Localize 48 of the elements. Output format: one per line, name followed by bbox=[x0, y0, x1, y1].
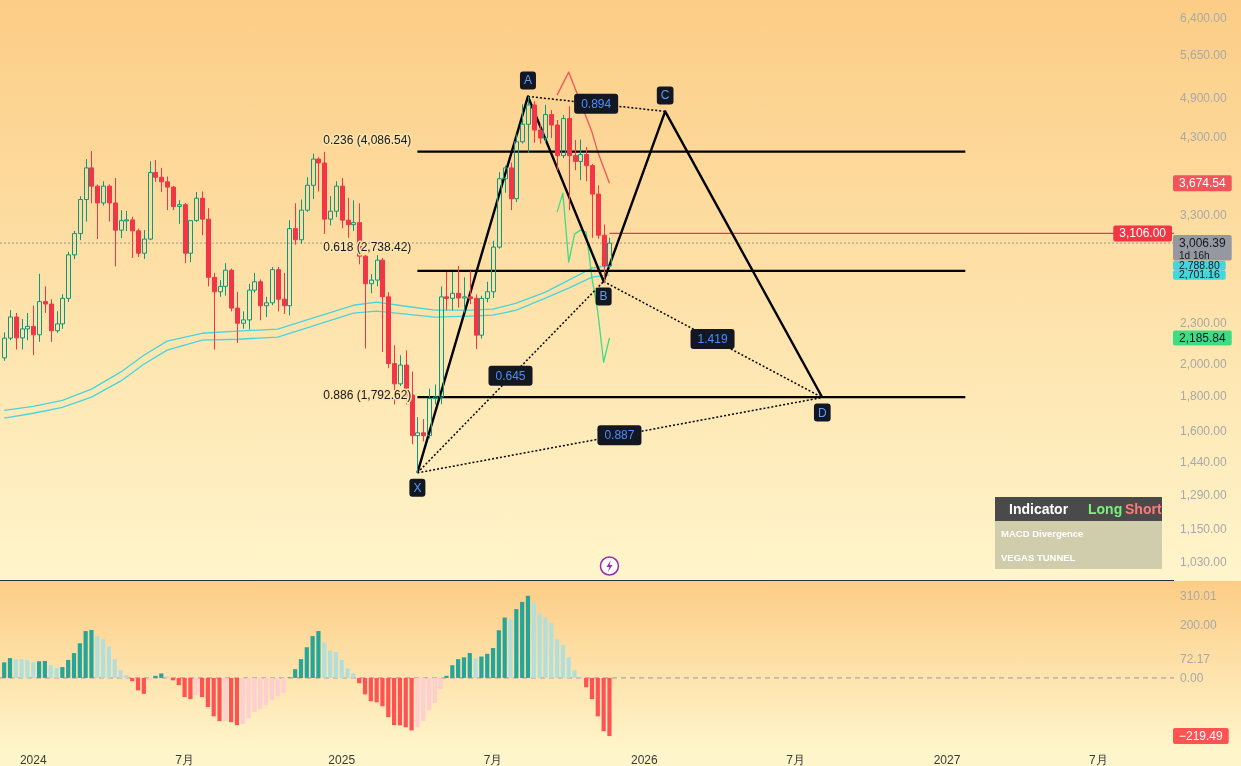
annotation: B bbox=[599, 289, 608, 304]
annotation: 0.887 bbox=[604, 428, 635, 443]
y-tick-label: 1,030.00 bbox=[1180, 555, 1228, 570]
annotation: 0.645 bbox=[495, 368, 526, 383]
annotation: MACD Divergence bbox=[1001, 527, 1084, 539]
annotation: Long bbox=[1088, 501, 1123, 517]
y-tick-label: 1,150.00 bbox=[1180, 522, 1228, 537]
y-tick-label: 1,800.00 bbox=[1180, 388, 1228, 403]
y-tick-label: 2,000.00 bbox=[1180, 357, 1228, 372]
y-tick-label: 310.01 bbox=[1180, 588, 1218, 603]
annotation: D bbox=[817, 405, 827, 420]
y-tick-label: 2,788.80 bbox=[1179, 259, 1220, 271]
annotation: 1.419 bbox=[697, 331, 728, 346]
annotation: 0.894 bbox=[581, 96, 612, 111]
annotation: Short bbox=[1125, 501, 1162, 517]
text: 1d 16h bbox=[1179, 250, 1210, 262]
y-tick-label: 1,290.00 bbox=[1180, 488, 1228, 503]
annotation: 0.236 (4,086.54) bbox=[323, 132, 412, 147]
y-tick-label: 3,674.54 bbox=[1179, 176, 1227, 191]
y-tick-label: 2,300.00 bbox=[1180, 315, 1228, 330]
annotation: Indicator bbox=[1009, 501, 1069, 517]
y-tick-label: −219.49 bbox=[1179, 729, 1224, 744]
x-tick-label: 2024 bbox=[19, 753, 47, 766]
annotation: C bbox=[660, 88, 670, 103]
data-label: 3,106.00 bbox=[1119, 226, 1167, 241]
y-tick-label: 2,701.16 bbox=[1179, 269, 1220, 281]
y-tick-label: 72.17 bbox=[1180, 651, 1211, 666]
y-tick-label: 1,440.00 bbox=[1180, 455, 1228, 470]
annotation: A bbox=[523, 73, 532, 88]
ref-line-label: 3,006.39 bbox=[1179, 236, 1227, 251]
y-tick-label: 4,900.00 bbox=[1180, 90, 1228, 105]
x-tick-label: 7月 bbox=[1088, 753, 1108, 766]
x-tick-label: 7月 bbox=[175, 753, 194, 766]
y-tick-label: 6,400.00 bbox=[1180, 11, 1228, 26]
y-tick-label: 1,600.00 bbox=[1180, 423, 1228, 438]
y-tick-label: 4,300.00 bbox=[1180, 129, 1228, 144]
x-tick-label: 7月 bbox=[483, 753, 503, 766]
annotation: VEGAS TUNNEL bbox=[1001, 551, 1076, 563]
y-tick-label: 5,650.00 bbox=[1180, 48, 1228, 63]
x-tick-label: 2026 bbox=[631, 753, 659, 766]
y-tick-label: 200.00 bbox=[1180, 617, 1218, 632]
x-tick-label: 2025 bbox=[328, 753, 356, 766]
y-tick-label: 0.00 bbox=[1180, 670, 1204, 685]
y-tick-label: 3,300.00 bbox=[1180, 208, 1228, 223]
x-tick-label: 7月 bbox=[786, 753, 806, 766]
y-tick-label: 2,185.84 bbox=[1179, 331, 1227, 346]
x-tick-label: 2027 bbox=[933, 753, 961, 766]
annotation: X bbox=[413, 480, 422, 495]
